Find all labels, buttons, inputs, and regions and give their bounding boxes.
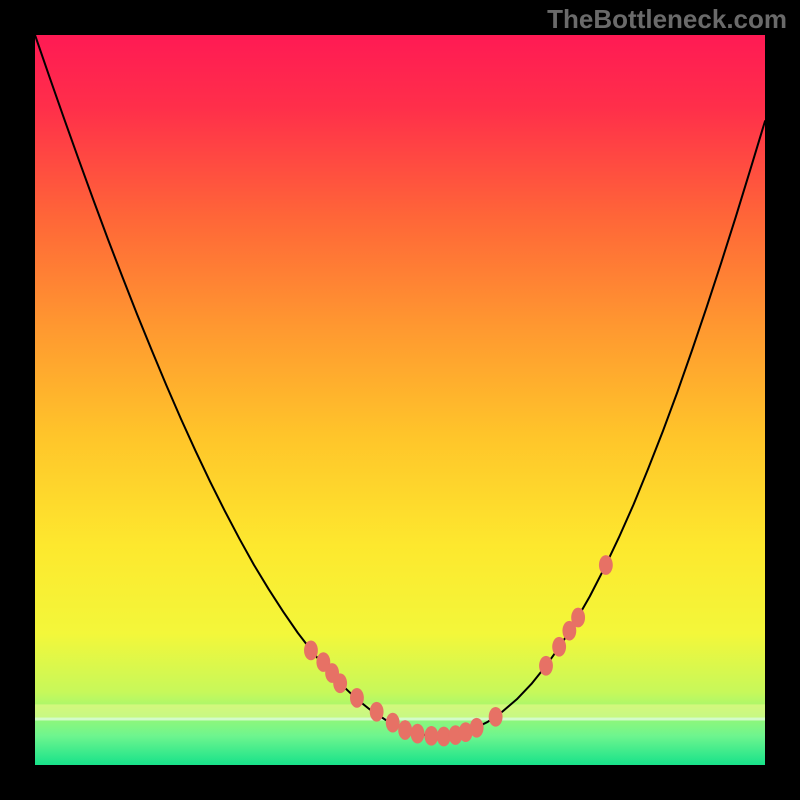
data-marker [350, 688, 364, 708]
data-marker [599, 555, 613, 575]
chart-canvas [0, 0, 800, 800]
data-marker [304, 641, 318, 661]
frame-left [0, 0, 35, 800]
frame-bottom [0, 765, 800, 800]
accent-band-white [35, 718, 765, 721]
data-marker [571, 608, 585, 628]
frame-right [765, 0, 800, 800]
watermark-text: TheBottleneck.com [547, 4, 787, 35]
data-marker [386, 713, 400, 733]
data-marker [398, 720, 412, 740]
plot-background [35, 35, 765, 765]
data-marker [370, 702, 384, 722]
data-marker [552, 637, 566, 657]
data-marker [333, 673, 347, 693]
data-marker [470, 718, 484, 738]
data-marker [489, 707, 503, 727]
accent-band-yellow [35, 704, 765, 717]
data-marker [539, 656, 553, 676]
data-marker [411, 724, 425, 744]
data-marker [424, 726, 438, 746]
